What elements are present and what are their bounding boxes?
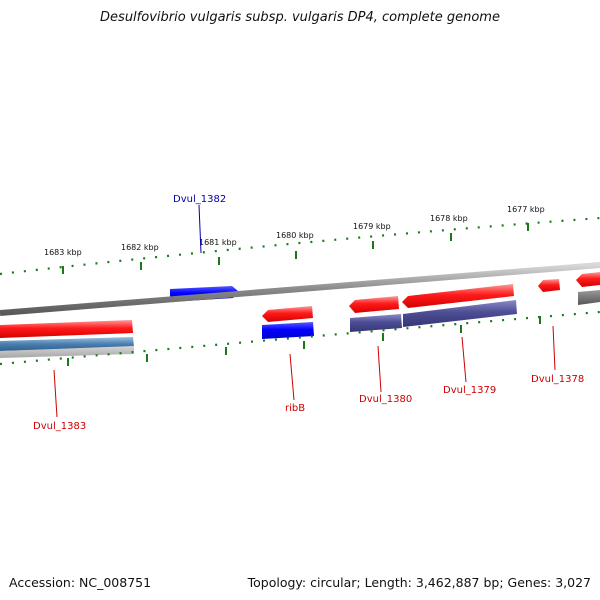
cds-dvul-1380[interactable] [350, 314, 402, 332]
genome-backbone [0, 262, 600, 316]
leader-dvul-1380 [377, 345, 382, 393]
scale-label: 1679 kbp [353, 222, 391, 231]
upper-scale-dots [0, 216, 600, 276]
gene-label-ribB[interactable]: ribB [285, 403, 305, 414]
gene-dvul-1383-arrow[interactable] [0, 320, 133, 338]
cds-dvul-1383-under [0, 346, 134, 358]
upper-major-ticks [62, 223, 529, 274]
gene-label-dvul-1378[interactable]: Dvul_1378 [531, 374, 584, 385]
scale-label: 1677 kbp [507, 205, 545, 214]
scale-label: 1681 kbp [199, 238, 237, 247]
gene-partial-arrow[interactable] [576, 272, 600, 287]
gene-label-dvul-1383[interactable]: Dvul_1383 [33, 421, 86, 432]
cds-partial [578, 290, 600, 305]
lower-major-ticks [67, 316, 541, 366]
leader-dvul-1382 [198, 204, 202, 254]
cds-dvul-1379[interactable] [403, 300, 517, 327]
cds-ribB[interactable] [262, 322, 314, 339]
accession-text: Accession: NC_008751 [9, 575, 152, 590]
gene-ribB-arrow[interactable] [262, 306, 313, 322]
scale-label: 1682 kbp [121, 243, 159, 252]
gene-dvul-1380-arrow[interactable] [349, 296, 399, 313]
leader-dvul-1379 [461, 336, 467, 383]
map-title: Desulfovibrio vulgaris subsp. vulgaris D… [100, 10, 500, 25]
leader-ribB [289, 353, 295, 401]
scale-label: 1680 kbp [276, 231, 314, 240]
leader-dvul-1383 [53, 369, 58, 418]
scale-label: 1678 kbp [430, 214, 468, 223]
leader-dvul-1378 [552, 325, 556, 371]
genome-summary-text: Topology: circular; Length: 3,462,887 bp… [247, 575, 591, 590]
lower-scale-dots [0, 310, 600, 366]
gene-dvul-1379-arrow[interactable] [402, 284, 514, 308]
gene-label-dvul-1380[interactable]: Dvul_1380 [359, 394, 412, 405]
gene-label-dvul-1379[interactable]: Dvul_1379 [443, 385, 496, 396]
scale-label: 1683 kbp [44, 248, 82, 257]
gene-label-dvul-1382[interactable]: Dvul_1382 [173, 194, 226, 205]
gene-dvul-1378-arrow[interactable] [538, 279, 560, 292]
